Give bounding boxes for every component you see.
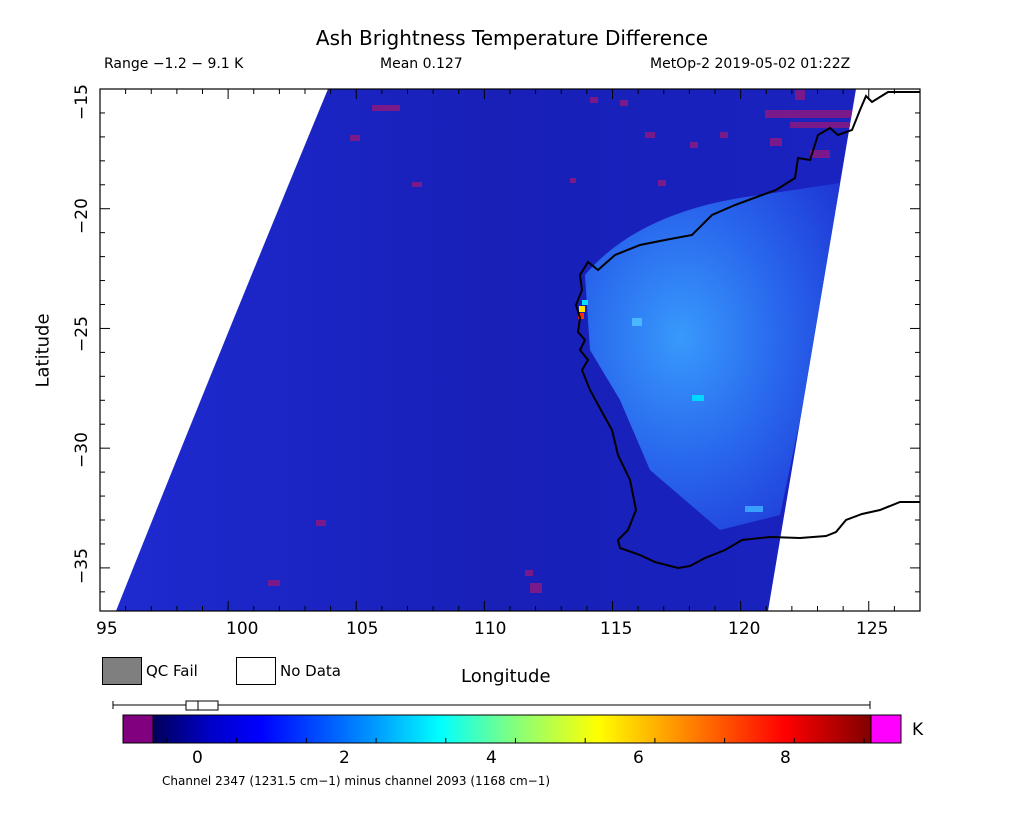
- distribution-box: [185, 700, 219, 711]
- flag-pixel: [316, 520, 326, 526]
- flag-pixel: [412, 182, 422, 187]
- colorbar-unit: K: [912, 720, 924, 740]
- mean-label: Mean 0.127: [380, 56, 463, 72]
- flag-pixel: [810, 150, 830, 158]
- no-data-swatch: [236, 657, 276, 685]
- flag-pixel: [720, 132, 728, 138]
- colorbar-tick-label: 0: [192, 748, 203, 768]
- x-tick-label: 105: [346, 619, 379, 639]
- flag-pixel: [795, 90, 805, 100]
- colorbar-tick-label: 8: [780, 748, 791, 768]
- hot-pixel: [632, 318, 642, 326]
- x-tick-label: 100: [226, 619, 259, 639]
- x-tick-label: 115: [600, 619, 633, 639]
- colorbar-tick-label: 6: [633, 748, 644, 768]
- flag-pixel: [372, 105, 400, 111]
- colorbar-tick-label: 4: [486, 748, 497, 768]
- x-tick-label: 125: [856, 619, 889, 639]
- qc-fail-swatch: [102, 657, 142, 685]
- x-axis-label: Longitude: [461, 666, 551, 687]
- hot-pixel: [579, 306, 585, 312]
- x-tick-label: 110: [474, 619, 507, 639]
- hot-pixel: [578, 313, 584, 319]
- colorbar-caption: Channel 2347 (1231.5 cm−1) minus channel…: [162, 774, 551, 788]
- flag-pixel: [770, 138, 782, 146]
- flag-pixel: [658, 180, 666, 186]
- below-range-swatch: [122, 714, 154, 744]
- flag-pixel: [525, 570, 533, 576]
- flag-pixel: [570, 178, 576, 183]
- x-axis-ticks: [99, 89, 921, 611]
- y-axis-ticks: [100, 88, 920, 593]
- above-range-swatch: [870, 714, 902, 744]
- flag-pixel: [690, 142, 698, 148]
- flag-pixel: [765, 110, 855, 118]
- colorbar-tick-label: 2: [339, 748, 350, 768]
- flag-pixel: [790, 122, 850, 128]
- flag-pixel: [645, 132, 655, 138]
- hot-pixel: [582, 300, 588, 305]
- colorbar-gradient: [152, 714, 872, 744]
- x-tick-label: 95: [96, 619, 118, 639]
- qc-fail-label: QC Fail: [146, 662, 198, 680]
- flag-pixel: [620, 100, 628, 106]
- plot-title: Ash Brightness Temperature Difference: [315, 26, 709, 50]
- elevated-btd-region: [585, 180, 856, 530]
- no-data-label: No Data: [280, 662, 341, 680]
- source-timestamp-label: MetOp-2 2019-05-02 01:22Z: [650, 56, 851, 72]
- hot-pixel: [692, 395, 704, 401]
- flag-pixel: [268, 580, 280, 586]
- flag-pixel: [350, 135, 360, 141]
- range-label: Range −1.2 − 9.1 K: [104, 56, 244, 72]
- coastline: [574, 91, 920, 570]
- flag-pixel: [590, 97, 598, 103]
- hot-pixel: [745, 506, 763, 512]
- flag-pixel: [530, 583, 542, 593]
- x-tick-label: 120: [728, 619, 761, 639]
